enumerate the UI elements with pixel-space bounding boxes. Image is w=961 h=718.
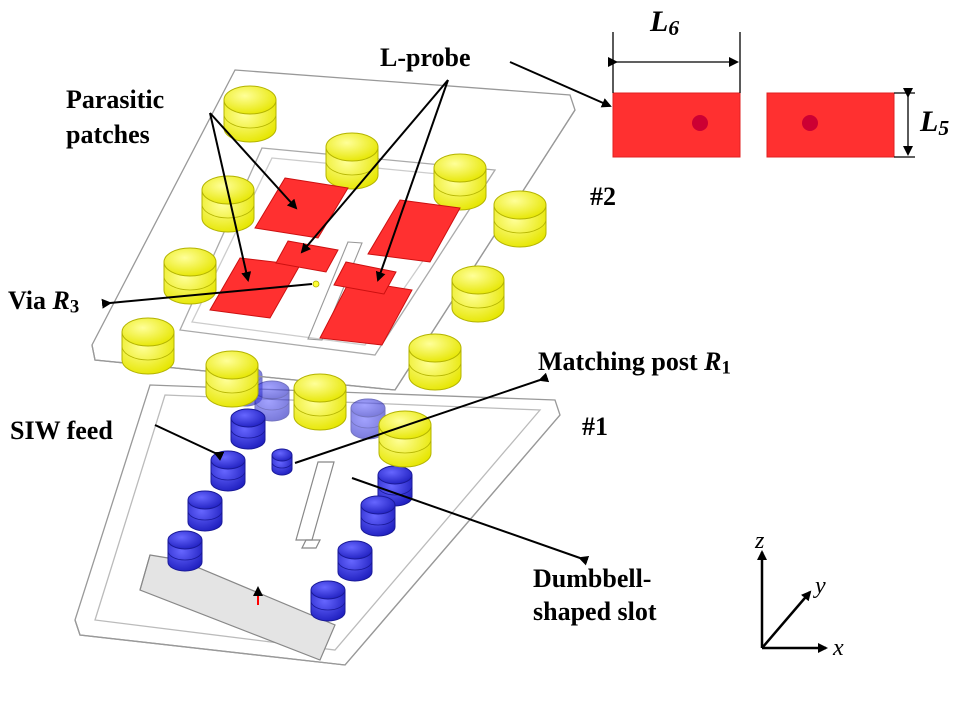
inset-via-right (802, 115, 818, 131)
l-probe-inset (608, 32, 915, 158)
yellow-post (205, 350, 259, 408)
siw-post (230, 408, 266, 450)
y-axis-label: y (813, 573, 826, 599)
yellow-post (201, 175, 255, 233)
l-probe-label: L-probe (380, 43, 471, 72)
x-axis-label: x (832, 635, 844, 661)
yellow-post (493, 190, 547, 248)
siw-post (167, 530, 203, 572)
yellow-post (121, 317, 175, 375)
siw-post (350, 398, 386, 440)
matching-post-label: Matching post R1 (538, 347, 731, 379)
y-axis (761, 590, 812, 649)
patch-bottom-left (209, 257, 301, 319)
siw-port (139, 554, 336, 661)
patch-bottom-right (319, 279, 413, 346)
center-slot (307, 241, 363, 341)
l5-label: L5 (920, 105, 950, 140)
layer-1-label: #1 (582, 412, 608, 441)
yellow-post (451, 265, 505, 323)
layer-2-label: #2 (590, 182, 616, 211)
siw-post (360, 495, 396, 537)
inset-probe-left (612, 92, 741, 158)
bottom-substrate (74, 384, 561, 666)
yellow-post (325, 132, 379, 190)
patch-top-right (367, 199, 461, 263)
siw-post (210, 450, 246, 492)
yellow-post (223, 85, 277, 143)
parasitic-patches (209, 177, 461, 346)
coordinate-axes (757, 550, 828, 653)
dumbbell-slot (295, 461, 335, 549)
parasitic-patches-label: Parasitic patches (66, 85, 165, 150)
siw-post (310, 580, 346, 622)
siw-feed-label: SIW feed (10, 416, 113, 445)
siw-post (337, 540, 373, 582)
yellow-post (433, 153, 487, 211)
yellow-post (408, 333, 462, 391)
yellow-post (293, 373, 347, 431)
l-probe-left (275, 240, 339, 273)
patch-top-left (254, 177, 349, 239)
via-label: Via R3 (8, 286, 80, 318)
matching-post (271, 448, 293, 476)
inset-probe-right (766, 92, 895, 158)
leader-arrows (101, 61, 612, 566)
l6-label: L6 (650, 5, 680, 40)
inset-via-left (692, 115, 708, 131)
via-dot (312, 280, 320, 288)
dumbbell-slot-label: Dumbbell- shaped slot (533, 564, 657, 627)
z-axis-label: z (754, 528, 765, 554)
siw-post (187, 490, 223, 532)
